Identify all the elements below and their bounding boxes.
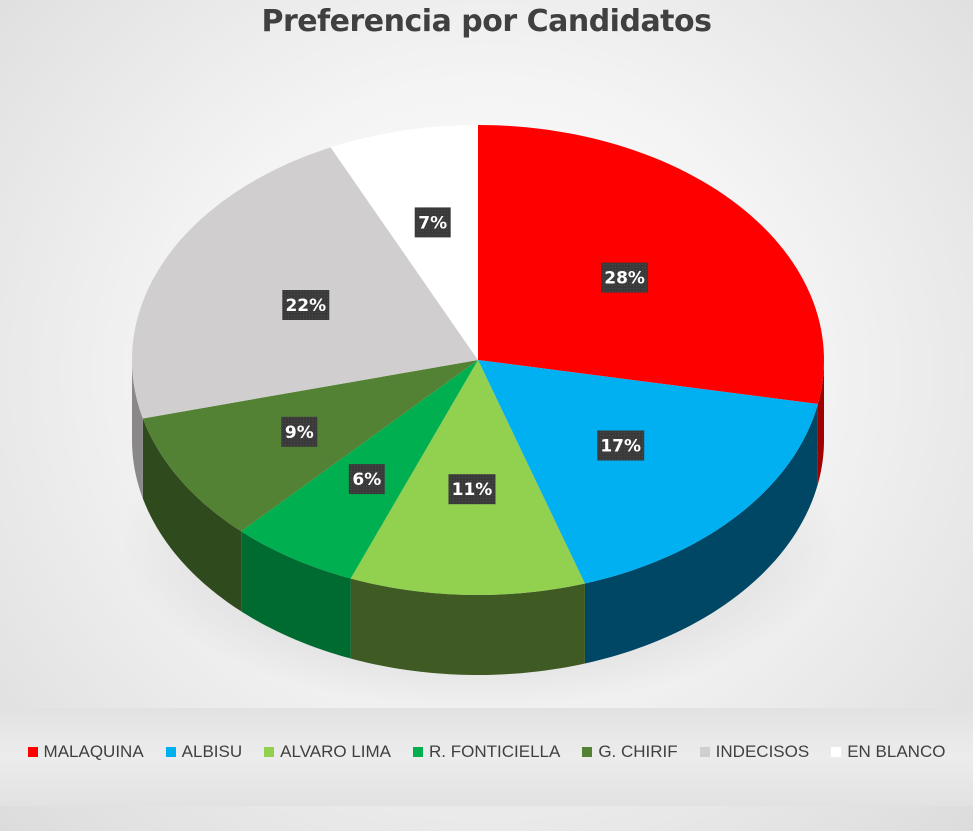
legend-label: EN BLANCO xyxy=(847,742,946,761)
legend-label: R. FONTICIELLA xyxy=(429,742,561,761)
data-label-indecisos: 22% xyxy=(282,290,330,320)
data-label-albisu: 17% xyxy=(597,430,645,461)
data-label-text: 28% xyxy=(604,269,645,289)
legend-swatch xyxy=(831,747,842,757)
legend-item-malaquina[interactable]: MALAQUINA xyxy=(27,742,144,762)
data-label-alvaro-lima: 11% xyxy=(448,474,496,505)
pie-slice-en-blanco[interactable] xyxy=(330,125,478,360)
data-label-text: 9% xyxy=(285,423,314,443)
pie-side-albisu xyxy=(584,404,818,664)
legend: MALAQUINA ALBISU ALVARO LIMA R. FONTICIELLA… xyxy=(0,742,973,762)
legend-item-g-chirif[interactable]: G. CHIRIF xyxy=(582,742,678,762)
data-label-box xyxy=(281,416,318,447)
data-label-box xyxy=(282,290,330,320)
data-label-malaquina: 28% xyxy=(601,262,649,293)
pie-side-malaquina xyxy=(817,360,824,485)
data-label-box xyxy=(414,207,451,238)
data-label-r-fonticiella: 6% xyxy=(348,464,385,495)
legend-label: ALBISU xyxy=(181,742,243,761)
legend-swatch xyxy=(413,747,424,757)
legend-swatch xyxy=(699,747,710,757)
legend-item-alvaro-lima[interactable]: ALVARO LIMA xyxy=(264,742,391,762)
pie-chart: 28% 17% 11% 6% 9% 22% 7% xyxy=(120,125,840,708)
legend-item-albisu[interactable]: ALBISU xyxy=(165,742,243,762)
legend-swatch xyxy=(165,747,176,757)
pie-slice-indecisos[interactable] xyxy=(132,147,478,419)
pie-side-g-chirif xyxy=(142,418,242,612)
pie-slice-malaquina[interactable] xyxy=(478,125,824,405)
legend-item-r-fonticiella[interactable]: R. FONTICIELLA xyxy=(413,742,560,762)
data-label-text: 6% xyxy=(352,470,381,490)
legend-item-indecisos[interactable]: INDECISOS xyxy=(699,742,810,762)
legend-swatch xyxy=(582,747,593,757)
data-label-box xyxy=(448,474,496,505)
pie-side-r-fonticiella xyxy=(241,531,351,659)
data-label-text: 11% xyxy=(452,480,493,500)
data-label-en-blanco: 7% xyxy=(414,207,451,238)
data-label-text: 22% xyxy=(285,296,326,316)
chart-title: Preferencia por Candidatos xyxy=(261,4,712,39)
pie-side-indecisos xyxy=(132,360,143,499)
data-label-text: 7% xyxy=(418,213,447,233)
pie-side-alvaro-lima xyxy=(350,578,585,675)
data-label-text: 17% xyxy=(600,437,641,457)
data-label-g-chirif: 9% xyxy=(281,416,318,447)
data-label-box xyxy=(601,262,649,293)
legend-swatch xyxy=(264,747,275,757)
legend-label: G. CHIRIF xyxy=(598,742,678,761)
data-label-box xyxy=(348,464,385,495)
data-label-box xyxy=(597,430,645,461)
pie-slice-albisu[interactable] xyxy=(478,360,818,584)
legend-swatch xyxy=(27,747,38,757)
legend-label: INDECISOS xyxy=(715,742,810,761)
legend-item-en-blanco[interactable]: EN BLANCO xyxy=(831,742,945,762)
legend-label: ALVARO LIMA xyxy=(280,742,392,761)
legend-band xyxy=(0,708,973,806)
legend-label: MALAQUINA xyxy=(43,742,144,761)
